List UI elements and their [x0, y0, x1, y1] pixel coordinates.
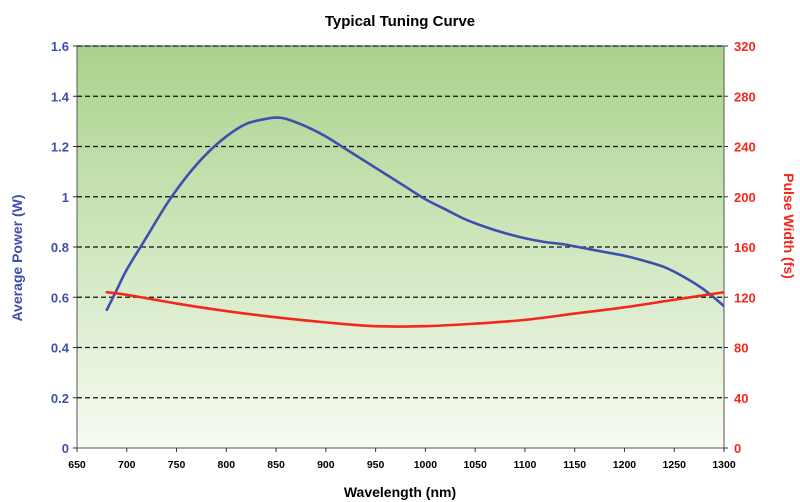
x-tick-label: 1050: [463, 459, 487, 471]
left-y-axis-label: Average Power (W): [9, 194, 25, 321]
right-y-tick-label: 200: [734, 190, 756, 205]
x-tick-label: 650: [68, 459, 86, 471]
x-tick-label: 700: [118, 459, 136, 471]
left-y-tick-label: 0.4: [51, 341, 70, 356]
x-tick-label: 1200: [613, 459, 637, 471]
x-tick-label: 1000: [414, 459, 438, 471]
x-tick-label: 1250: [663, 459, 687, 471]
x-tick-label: 900: [317, 459, 335, 471]
x-tick-label: 800: [218, 459, 236, 471]
left-y-tick-label: 0: [62, 441, 69, 456]
chart-title: Typical Tuning Curve: [325, 13, 475, 30]
left-y-tick-label: 0.2: [51, 391, 69, 406]
right-y-tick-labels: 0 40 80 120 160 200 240 280 320: [734, 39, 756, 456]
x-tick-label: 850: [267, 459, 285, 471]
grid-lines: [77, 45, 724, 399]
left-y-tick-label: 0.6: [51, 290, 69, 305]
right-y-tick-label: 0: [734, 441, 741, 456]
left-y-tick-label: 1.4: [51, 89, 70, 104]
left-y-tick-labels: 0 0.2 0.4 0.6 0.8 1 1.2 1.4 1.6: [51, 39, 70, 456]
right-y-tick-label: 320: [734, 39, 756, 54]
x-axis-label: Wavelength (nm): [344, 484, 456, 500]
left-y-tick-label: 1.6: [51, 39, 69, 54]
axes: [73, 45, 728, 452]
right-y-tick-label: 120: [734, 290, 756, 305]
left-y-tick-label: 1: [62, 190, 69, 205]
x-tick-label: 750: [168, 459, 186, 471]
x-tick-label: 1300: [712, 459, 736, 471]
left-y-tick-label: 0.8: [51, 240, 69, 255]
right-y-tick-label: 240: [734, 140, 756, 155]
pulse-width-line: [105, 290, 724, 328]
left-y-tick-label: 1.2: [51, 140, 69, 155]
series-lines: [105, 116, 724, 328]
right-y-tick-label: 80: [734, 341, 748, 356]
x-tick-label: 1150: [563, 459, 586, 471]
average-power-line: [105, 116, 724, 312]
right-y-tick-label: 40: [734, 391, 748, 406]
x-tick-label: 950: [367, 459, 385, 471]
right-y-tick-label: 280: [734, 89, 756, 104]
right-y-tick-label: 160: [734, 240, 756, 255]
right-y-axis-label: Pulse Width (fs): [781, 173, 797, 279]
x-tick-labels: 650 700 750 800 850 900 950 1000 1050 1100 1150 120…: [68, 459, 736, 471]
x-tick-label: 1100: [514, 459, 537, 471]
